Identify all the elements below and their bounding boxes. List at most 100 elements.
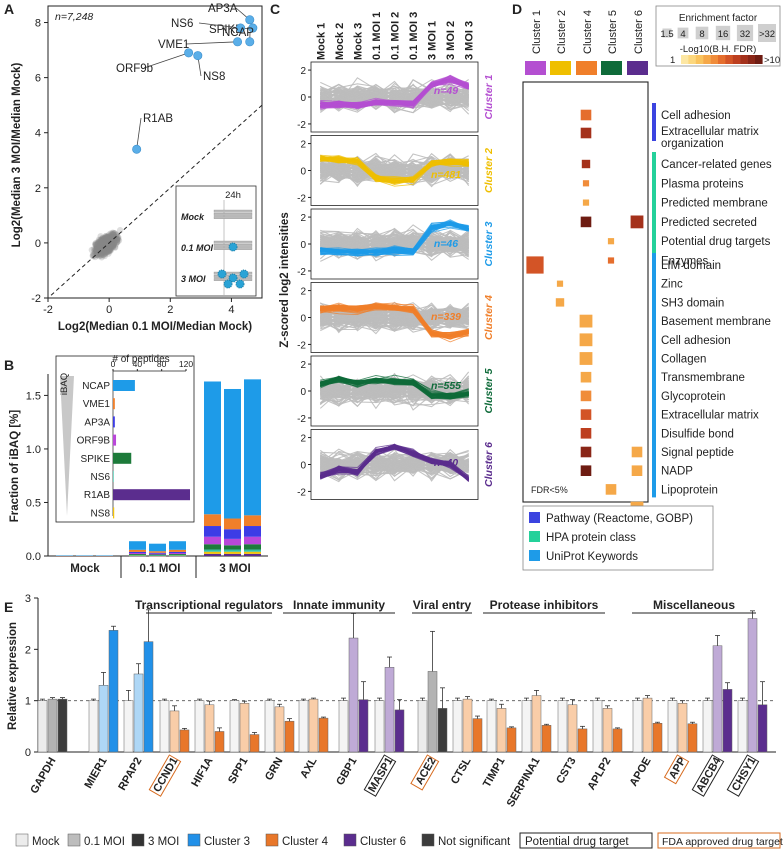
cluster-count: n=555 (431, 380, 461, 392)
cell-layer (214, 216, 252, 218)
cluster-name: Cluster 6 (483, 442, 495, 487)
enrichment-cell (581, 217, 592, 228)
virus-protein-point (184, 49, 192, 57)
term-label: LIM domain (661, 260, 721, 272)
y-tick-label: 2 (300, 287, 306, 298)
peptide-bar-ns8 (113, 507, 114, 518)
bar-segment-vme1 (204, 514, 221, 526)
virus-protein-point (246, 16, 254, 24)
enrichment-cell (583, 200, 589, 206)
x-tick-label: 4 (228, 304, 234, 316)
expression-bar (299, 701, 308, 752)
expression-bar (558, 701, 567, 752)
bar-segment-ncap (56, 556, 73, 557)
group-title: Innate immunity (293, 598, 385, 612)
point-label: VME1 (158, 39, 189, 51)
column-header: Mock 1 (315, 23, 327, 60)
expression-bar (349, 638, 358, 752)
expression-bar (89, 701, 98, 752)
bar-segment-ns8 (244, 552, 261, 554)
gene-label: AXL (298, 755, 320, 780)
bar-segment-ns6 (204, 550, 221, 552)
peptide-protein-label: R1AB (84, 490, 110, 501)
inset-x-tick-label: 80 (157, 359, 167, 369)
peptide-protein-label: NS8 (91, 508, 111, 519)
bar-segment-ap3a (129, 552, 146, 553)
panel-label-b: B (4, 357, 14, 373)
expression-bar (738, 701, 747, 752)
point-label: R1AB (143, 113, 173, 125)
term-label: Lipoprotein (661, 484, 718, 496)
peptide-protein-label: NCAP (82, 381, 110, 392)
x-tick-label: 2 (167, 304, 173, 316)
column-header: 3 MOI 2 (445, 21, 457, 60)
x-axis-label: Log2(Median 0.1 MOI/Median Mock) (58, 321, 252, 333)
panel-label-d: D (512, 1, 522, 17)
color-scale-step (688, 55, 696, 64)
bar-segment-r1ab (204, 554, 221, 556)
category-swatch (529, 531, 540, 542)
y-tick-label: -2 (297, 340, 306, 351)
y-tick-label: 0 (35, 238, 41, 250)
expression-bar (758, 705, 767, 752)
bar-segment-ncap (149, 544, 166, 551)
bar-segment-ns8 (204, 552, 221, 554)
cluster-column-header: Cluster 6 (633, 10, 645, 54)
legend-label: 0.1 MOI (84, 836, 125, 848)
x-tick-label: -2 (43, 304, 53, 316)
size-legend-label: 16 (718, 29, 729, 40)
y-tick-label: 0 (300, 461, 306, 472)
cluster-count: n=46 (434, 238, 458, 250)
y-tick-label: 6 (35, 73, 41, 85)
legend-swatch (132, 834, 144, 846)
cluster-count: n=49 (434, 85, 458, 97)
data-point (96, 245, 102, 251)
peptide-bar-vme1 (113, 398, 115, 409)
category-legend-label: Pathway (Reactome, GOBP) (546, 513, 693, 525)
enrichment-cell (581, 110, 592, 121)
expression-bar (428, 671, 437, 752)
y-tick-label: 4 (35, 128, 41, 140)
expression-bar (613, 729, 622, 752)
bar-segment-orf9b (169, 553, 186, 554)
x-tick-label: 0 (106, 304, 112, 316)
legend-swatch (422, 834, 434, 846)
peptide-bar-r1ab (113, 489, 190, 500)
y-tick-label: -2 (297, 193, 306, 204)
expression-bar (532, 696, 541, 752)
legend-swatch (266, 834, 278, 846)
y-tick-label: 2 (300, 213, 306, 224)
term-label: SH3 domain (661, 297, 724, 309)
expression-bar (723, 689, 732, 752)
point-label: ORF9b (116, 63, 153, 75)
group-label: 0.1 MOI (140, 563, 181, 575)
term-label: Plasma proteins (661, 178, 744, 190)
legend-label: Cluster 6 (360, 836, 406, 848)
group-title: Miscellaneous (653, 598, 735, 612)
cluster-column-header: Cluster 5 (607, 10, 619, 54)
bar-segment-spike (169, 554, 186, 555)
enrichment-cell (632, 447, 643, 458)
virus-protein-point (132, 145, 140, 153)
term-label: Cell adhesion (661, 335, 731, 347)
cluster-name: Cluster 4 (483, 295, 495, 340)
y-tick-label: -2 (297, 267, 306, 278)
column-header: Mock 3 (352, 23, 364, 60)
leader-line (137, 118, 141, 149)
expression-bar (578, 729, 587, 752)
bar-segment-orf9b (204, 537, 221, 544)
peptide-bar-orf9b (113, 435, 116, 446)
expression-bar (418, 701, 427, 752)
gene-label: RPAP2 (116, 756, 144, 793)
term-label: Disulfide bond (661, 428, 734, 440)
legend-swatch (68, 834, 80, 846)
bar-segment-ns8 (224, 552, 241, 554)
column-header: 0.1 MOI 2 (390, 12, 402, 60)
